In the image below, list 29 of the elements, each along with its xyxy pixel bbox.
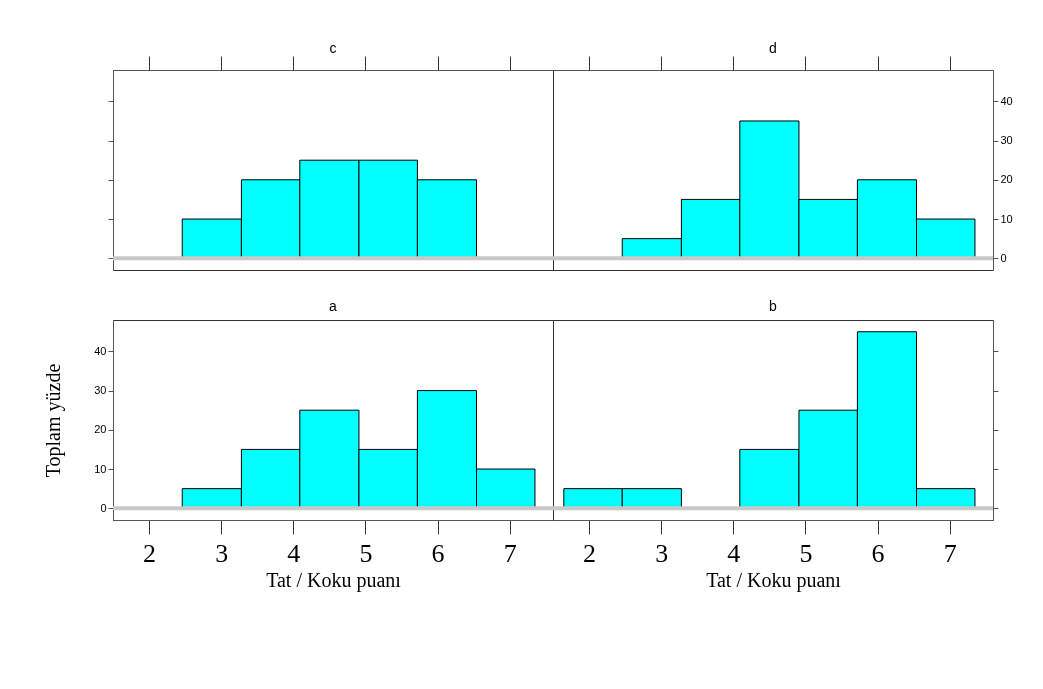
y-tick-label: 30 [94, 384, 107, 397]
x-tick-label: 3 [655, 538, 669, 568]
x-tick-label: 2 [143, 538, 157, 568]
y-tick-label: 40 [94, 344, 107, 357]
chart-title: b [769, 298, 778, 314]
x-tick-label: 7 [943, 538, 957, 568]
y-tick-label: 30 [1000, 134, 1013, 147]
chart-title: d [769, 39, 777, 56]
x-tick-label: 4 [287, 538, 301, 568]
y-tick-label: 0 [100, 501, 107, 514]
x-tick-label: 6 [431, 538, 445, 568]
x-axis-title: Tat / Koku puanı [266, 568, 402, 592]
chart-title: c [329, 39, 337, 56]
y-tick-label: 10 [1000, 212, 1013, 225]
y-axis-title: Toplam yüzde [42, 363, 66, 478]
chart-title: a [329, 298, 338, 314]
x-tick-label: 3 [215, 538, 229, 568]
y-tick-label: 40 [1000, 94, 1013, 107]
x-tick-label: 5 [359, 538, 373, 568]
x-tick-label: 7 [503, 538, 517, 568]
y-tick-label: 0 [1000, 251, 1007, 264]
x-tick-label: 4 [727, 538, 741, 568]
y-tick-label: 20 [94, 423, 107, 436]
x-tick-label: 6 [871, 538, 885, 568]
x-tick-label: 2 [583, 538, 597, 568]
y-tick-label: 10 [94, 462, 107, 475]
x-tick-label: 5 [799, 538, 813, 568]
x-axis-title: Tat / Koku puanı [706, 568, 842, 592]
y-tick-label: 20 [1000, 173, 1013, 186]
